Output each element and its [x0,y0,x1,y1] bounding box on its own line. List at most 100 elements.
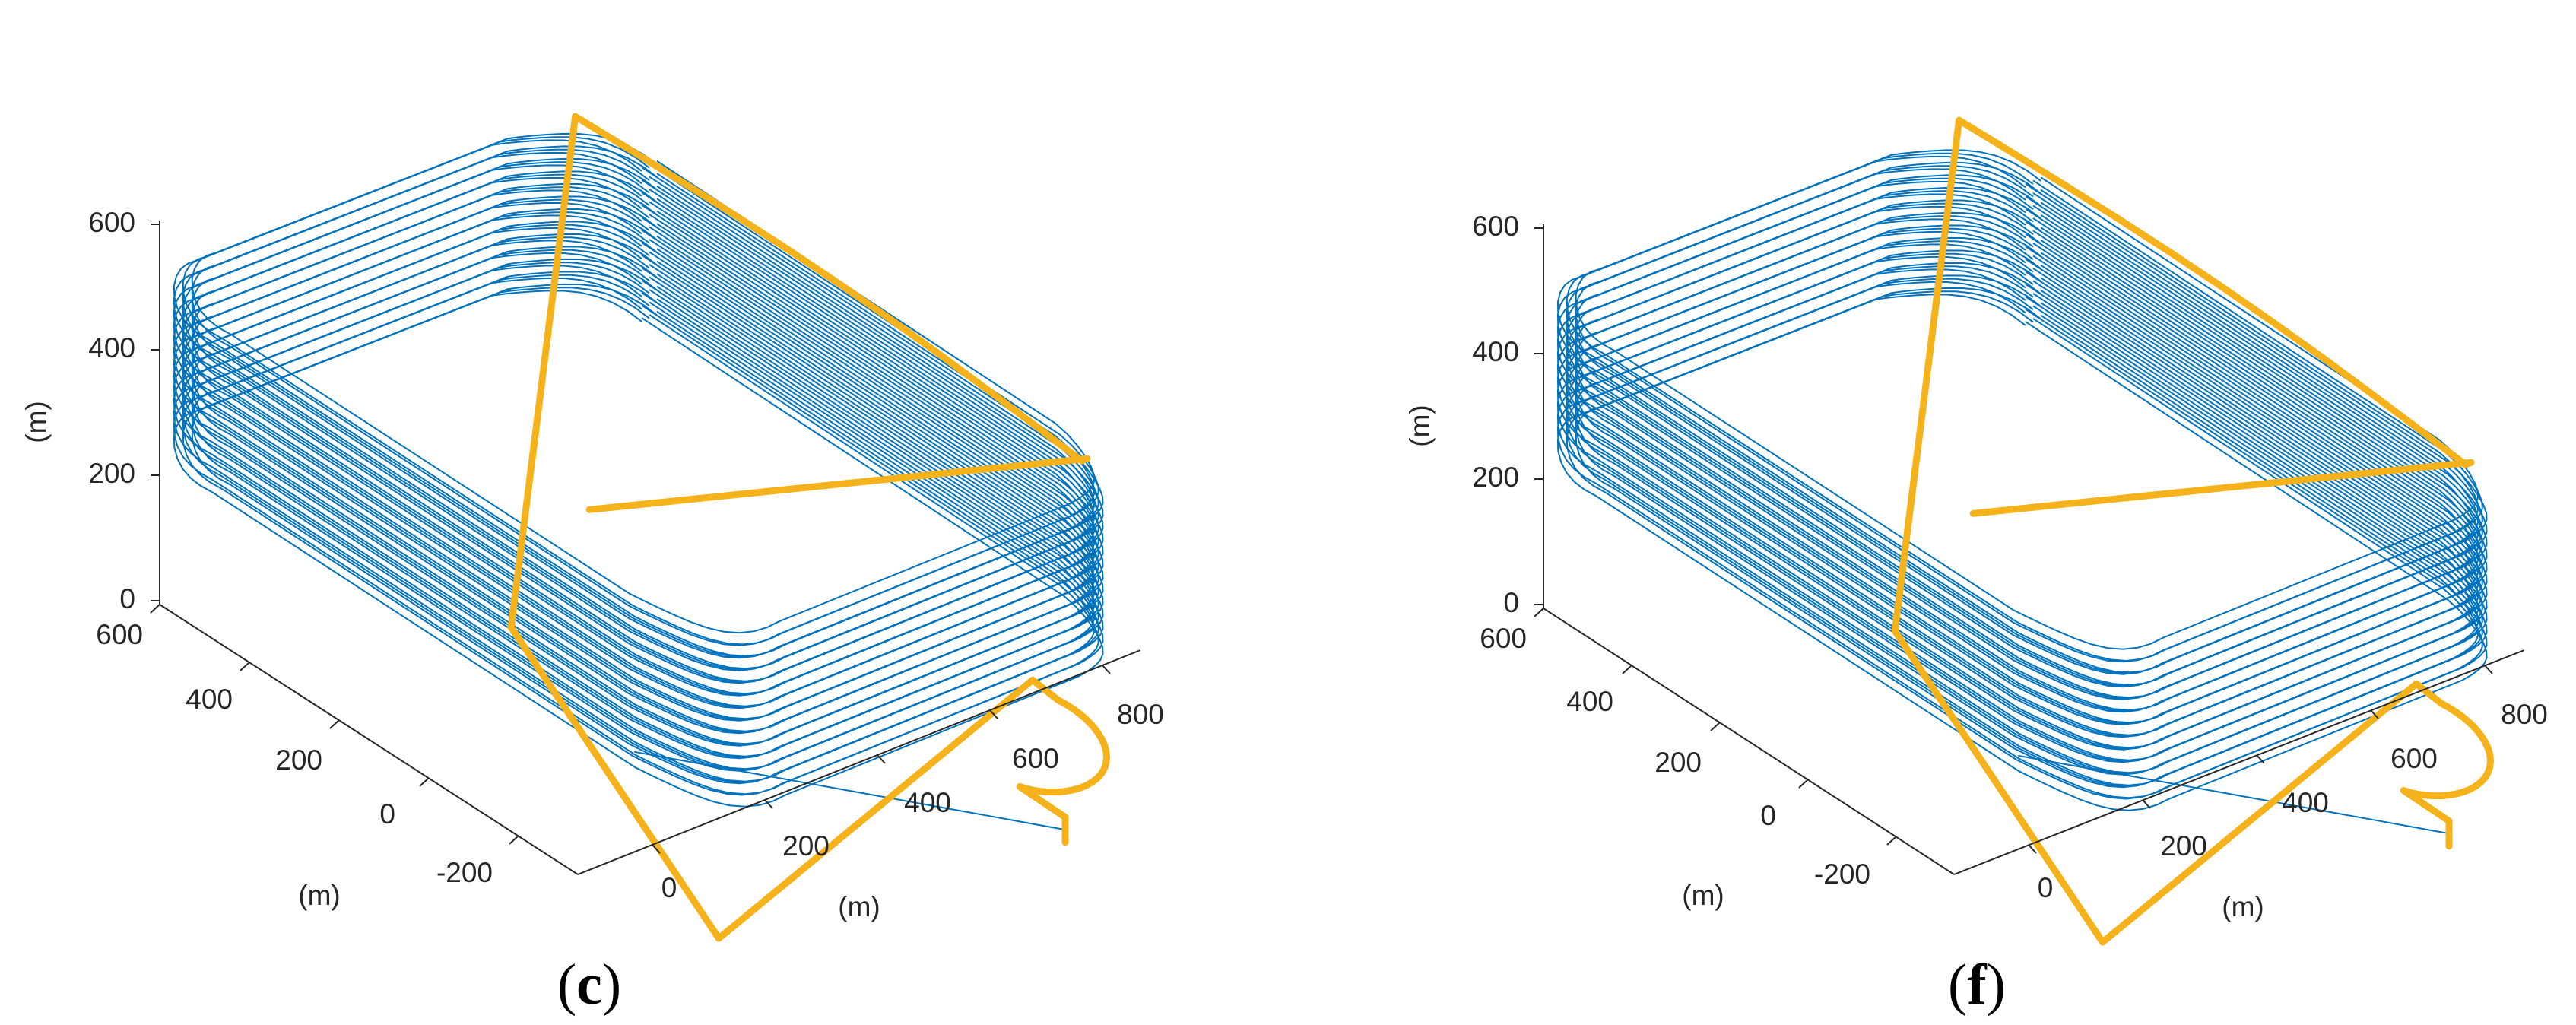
y-ticks: 600 400 200 0 -200 (m) [96,604,519,911]
x-tick [764,799,773,809]
y-axis-unit: (m) [298,880,340,911]
lap-trajectory [173,290,1104,808]
lap-trajectory [1556,230,2488,749]
x-ticks: 0 200 400 600 800 (m) [2028,665,2548,922]
lap-trajectory [1566,202,2483,712]
y-tick-label: 0 [379,798,395,830]
lap-trajectory [191,132,1096,634]
lap-trajectory [1575,211,2479,713]
lap-trajectory [1566,227,2483,738]
y-axis-unit: (m) [1682,880,1724,911]
lap-trajectory [191,170,1096,671]
lap-trajectory [191,233,1096,735]
x-tick [1102,665,1111,674]
z-tick-label: 400 [1472,336,1519,367]
lap-trajectory [173,265,1104,782]
y-axis [159,604,579,875]
lap-trajectory [1575,274,2479,776]
lap-trajectory [1556,205,2488,724]
y-tick-label: 600 [96,619,143,650]
y-tick [240,662,250,671]
lap-trajectory [173,189,1104,707]
lap-trajectory [173,151,1104,670]
highlight-trajectory [1891,116,2494,946]
approach-trajectory [2018,754,2450,835]
panel-label: (c) [557,953,621,1017]
trajectories [173,113,1110,942]
lap-trajectory [182,249,1099,759]
z-tick-label: 400 [88,332,135,363]
lap-trajectory [1566,152,2483,662]
lap-trajectory [182,224,1099,734]
z-ticks: 0 200 400 600 (m) [1404,211,1543,618]
lap-trajectory [182,236,1099,746]
lap-trajectory [173,252,1104,770]
x-tick-label: 200 [2160,830,2207,862]
y-tick [150,604,160,614]
lap-trajectory [1575,236,2479,738]
lap-trajectory [191,221,1096,722]
lap-trajectory [1566,265,2483,775]
x-tick-label: 800 [1117,699,1164,730]
x-tick-label: 400 [2282,787,2329,818]
lap-trajectory [182,161,1099,671]
x-tick [2370,709,2379,719]
z-tick-label: 600 [88,207,135,238]
lap-trajectory [182,274,1099,784]
lap-trajectory [1556,180,2488,699]
z-tick-label: 600 [1472,211,1519,242]
x-tick [989,709,998,719]
y-tick [1886,836,1897,846]
approach-trajectory [634,751,1066,831]
lap-trajectory [1566,252,2483,763]
z-tick-label: 0 [1503,587,1519,618]
lap-trajectory [191,195,1096,697]
x-tick-label: 0 [2038,872,2054,903]
lap-trajectory [191,271,1096,772]
y-tick-label: -200 [436,857,493,888]
lap-trajectory [1556,243,2488,761]
z-axis-unit: (m) [1404,405,1436,446]
x-tick-label: 800 [2501,699,2548,730]
y-axis [1543,608,1955,875]
y-tick-label: -200 [1814,858,1870,890]
lap-trajectory [1575,224,2479,725]
lap-trajectory [182,198,1099,709]
panel-f: 0 200 400 600 (m) 600 400 200 0 -200 (m)… [1404,116,2548,1017]
lap-trajectory [1556,281,2488,799]
lap-trajectory [1566,190,2483,700]
z-ticks: 0 200 400 600 (m) [21,207,160,614]
x-tick [2028,844,2037,854]
x-tick [2256,754,2265,764]
lap-trajectory [191,208,1096,709]
lap-trajectory [1575,149,2479,650]
lap-trajectory [1556,155,2488,674]
y-tick [1710,722,1721,731]
lap-trajectory [173,277,1104,795]
lap-trajectory [191,258,1096,760]
lap-trajectory [1556,168,2488,686]
panel-letter: f [1967,953,1988,1017]
lap-trajectory [173,176,1104,695]
lap-trajectory [173,164,1104,682]
lap-trajectory [182,287,1099,796]
lap-trajectory [173,227,1104,745]
y-tick-label: 200 [1654,747,1702,778]
y-tick [1798,779,1809,789]
z-tick-label: 200 [1472,462,1519,493]
lap-trajectory [1566,240,2483,750]
lap-trajectory [1566,177,2483,687]
lap-trajectory [182,136,1099,646]
lap-trajectory [1575,249,2479,751]
lap-trajectory [191,246,1096,747]
lap-trajectory [182,186,1099,696]
lap-trajectory [182,211,1099,721]
lap-trajectory [1575,199,2479,700]
z-tick-label: 200 [88,458,135,489]
lap-trajectory [1575,262,2479,763]
x-tick-label: 600 [1012,743,1059,774]
y-tick-label: 400 [186,684,233,715]
lap-trajectory [182,148,1099,658]
y-tick-label: 0 [1760,800,1776,831]
